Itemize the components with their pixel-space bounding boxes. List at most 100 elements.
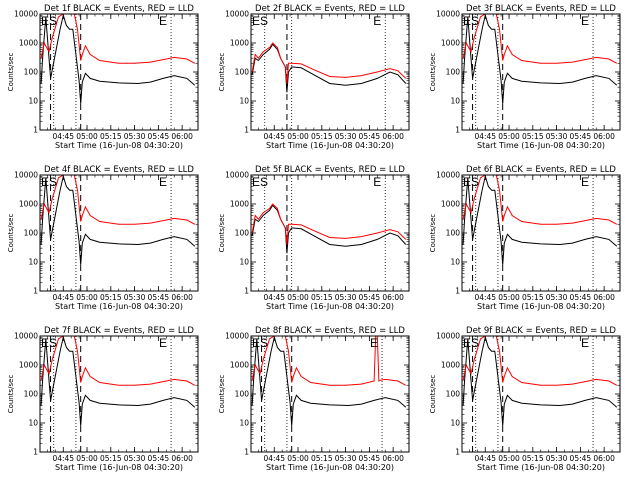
marker-label-e: E bbox=[252, 336, 260, 350]
y-tick-label: 100 bbox=[235, 390, 250, 399]
x-tick-label: 06:00 bbox=[593, 454, 615, 463]
plot-frame bbox=[461, 13, 621, 131]
y-tick-label: 10 bbox=[239, 97, 249, 106]
x-tick-label: 06:00 bbox=[382, 132, 404, 141]
y-tick-label: 100 bbox=[235, 68, 250, 77]
marker-label-s: S bbox=[260, 336, 268, 350]
panel-title: Det 6f BLACK = Events, RED = LLD bbox=[466, 165, 616, 175]
y-tick-label: 10000 bbox=[14, 171, 38, 180]
plot-frame bbox=[461, 335, 621, 453]
x-axis-label: Start Time (16-Jun-08 04:30:20) bbox=[477, 141, 605, 150]
x-axis-label: Start Time (16-Jun-08 04:30:20) bbox=[55, 463, 183, 472]
marker-label-s: S bbox=[49, 14, 57, 28]
y-tick-label: 100 bbox=[235, 229, 250, 238]
y-tick-label: 10 bbox=[450, 97, 460, 106]
y-tick-label: 1000 bbox=[19, 361, 38, 370]
y-tick-label: 100 bbox=[24, 390, 39, 399]
y-tick-label: 10 bbox=[28, 419, 38, 428]
marker-label-s: S bbox=[260, 14, 268, 28]
x-tick-label: 05:15 bbox=[100, 132, 122, 141]
x-tick-label: 06:00 bbox=[593, 293, 615, 302]
x-tick-label: 05:45 bbox=[570, 454, 592, 463]
y-axis-label: Counts/sec bbox=[218, 214, 226, 253]
plot-frame bbox=[250, 13, 410, 131]
y-tick-label: 1 bbox=[33, 126, 38, 135]
x-axis-label: Start Time (16-Jun-08 04:30:20) bbox=[266, 141, 394, 150]
x-tick-label: 05:45 bbox=[148, 132, 170, 141]
x-tick-label: 05:45 bbox=[570, 293, 592, 302]
marker-label-e: E bbox=[373, 14, 381, 28]
y-tick-label: 1 bbox=[455, 448, 460, 457]
marker-label-e: E bbox=[581, 14, 589, 28]
x-tick-label: 06:00 bbox=[593, 132, 615, 141]
y-tick-label: 10 bbox=[239, 258, 249, 267]
x-tick-label: 05:00 bbox=[498, 293, 520, 302]
events-series-line bbox=[251, 336, 407, 426]
events-series-line bbox=[462, 14, 618, 104]
marker-label-e: E bbox=[370, 336, 378, 350]
x-tick-label: 05:15 bbox=[100, 293, 122, 302]
marker-label-e: E bbox=[252, 175, 260, 189]
x-tick-label: 05:00 bbox=[76, 454, 98, 463]
x-tick-label: 05:45 bbox=[359, 293, 381, 302]
marker-label-e: E bbox=[463, 14, 471, 28]
x-tick-label: 05:15 bbox=[311, 454, 333, 463]
y-tick-label: 100 bbox=[24, 68, 39, 77]
y-tick-label: 100 bbox=[24, 229, 39, 238]
y-tick-label: 100 bbox=[446, 229, 461, 238]
x-tick-label: 06:00 bbox=[171, 293, 193, 302]
x-tick-label: 05:00 bbox=[287, 132, 309, 141]
x-tick-label: 05:15 bbox=[522, 454, 544, 463]
y-tick-label: 10000 bbox=[225, 171, 249, 180]
x-tick-label: 05:30 bbox=[546, 132, 568, 141]
lld-series-line bbox=[40, 336, 196, 386]
x-axis-label: Start Time (16-Jun-08 04:30:20) bbox=[266, 302, 394, 311]
marker-label-e: E bbox=[41, 175, 49, 189]
y-tick-label: 1000 bbox=[230, 200, 249, 209]
plot-frame bbox=[250, 335, 410, 453]
x-tick-label: 04:45 bbox=[474, 454, 496, 463]
x-axis-label: Start Time (16-Jun-08 04:30:20) bbox=[55, 141, 183, 150]
y-tick-label: 1 bbox=[455, 287, 460, 296]
y-axis-label: Counts/sec bbox=[7, 214, 15, 253]
y-axis-label: Counts/sec bbox=[7, 53, 15, 92]
marker-label-e: E bbox=[581, 175, 589, 189]
events-series-line bbox=[251, 204, 407, 254]
y-tick-label: 10000 bbox=[436, 171, 460, 180]
marker-label-s: S bbox=[471, 336, 479, 350]
x-tick-label: 05:00 bbox=[76, 132, 98, 141]
y-tick-label: 10 bbox=[450, 258, 460, 267]
y-tick-label: 100 bbox=[446, 68, 461, 77]
marker-label-e: E bbox=[463, 175, 471, 189]
x-tick-label: 06:00 bbox=[382, 293, 404, 302]
events-series-line bbox=[462, 175, 618, 265]
panel-title: Det 8f BLACK = Events, RED = LLD bbox=[255, 326, 405, 336]
x-tick-label: 05:00 bbox=[76, 293, 98, 302]
x-tick-label: 04:45 bbox=[263, 454, 285, 463]
x-tick-label: 05:00 bbox=[287, 454, 309, 463]
panel-det-7: Det 7f BLACK = Events, RED = LLD 1 10 100 10… bbox=[7, 326, 199, 472]
y-axis-label: Counts/sec bbox=[218, 53, 226, 92]
x-tick-label: 05:30 bbox=[335, 132, 357, 141]
x-tick-label: 05:30 bbox=[124, 293, 146, 302]
marker-label-e: E bbox=[41, 14, 49, 28]
y-axis-label: Counts/sec bbox=[429, 53, 437, 92]
marker-label-s: S bbox=[471, 175, 479, 189]
y-tick-label: 1000 bbox=[19, 39, 38, 48]
panel-det-1: Det 1f BLACK = Events, RED = LLD 1 10 100 10… bbox=[7, 4, 199, 150]
x-tick-label: 05:45 bbox=[359, 454, 381, 463]
x-tick-label: 05:00 bbox=[498, 132, 520, 141]
marker-label-s: S bbox=[471, 14, 479, 28]
y-tick-label: 10 bbox=[450, 419, 460, 428]
y-tick-label: 10000 bbox=[225, 332, 249, 341]
marker-label-e: E bbox=[373, 175, 381, 189]
events-series-line bbox=[462, 336, 618, 426]
x-tick-label: 04:45 bbox=[474, 293, 496, 302]
marker-label-e: E bbox=[581, 336, 589, 350]
panel-title: Det 9f BLACK = Events, RED = LLD bbox=[466, 326, 616, 336]
x-axis-label: Start Time (16-Jun-08 04:30:20) bbox=[477, 302, 605, 311]
y-tick-label: 1000 bbox=[19, 200, 38, 209]
x-tick-label: 05:15 bbox=[311, 293, 333, 302]
lld-series-line bbox=[251, 203, 407, 245]
panel-title: Det 5f BLACK = Events, RED = LLD bbox=[255, 165, 405, 175]
